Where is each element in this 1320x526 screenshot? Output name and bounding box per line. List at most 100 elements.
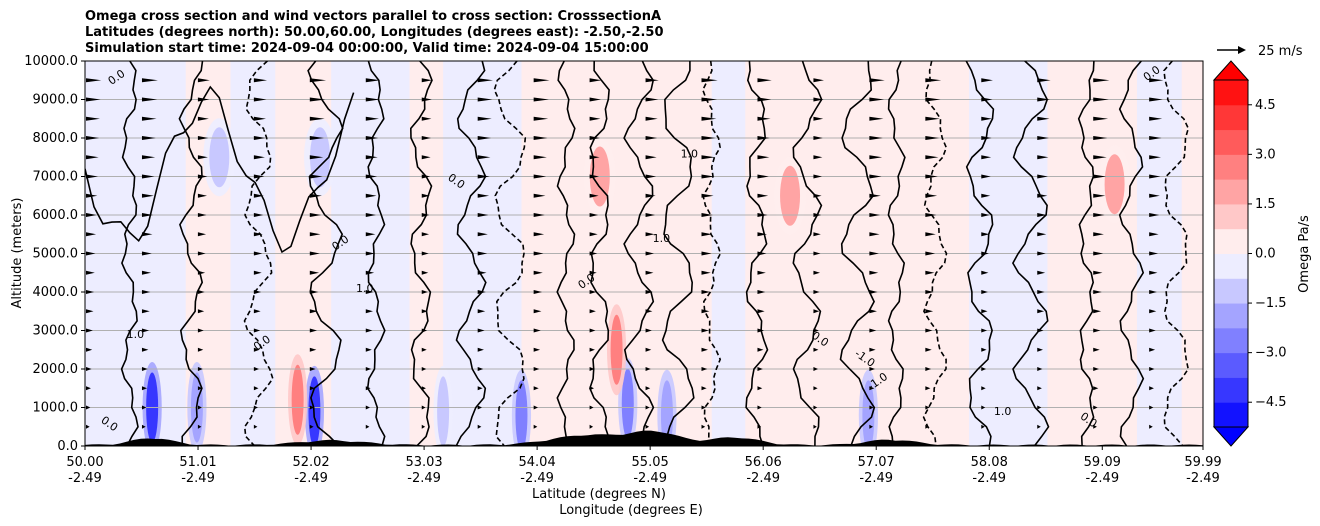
colorbar-tick-label: 4.5: [1255, 98, 1276, 113]
wind-vector: [477, 270, 487, 275]
wind-vector: [1149, 136, 1162, 140]
terrain: [85, 430, 1203, 446]
wind-vector: [1149, 232, 1159, 237]
wind-vector: [421, 367, 427, 371]
wind-vector: [253, 213, 264, 217]
colorbar-tick-label: −4.5: [1255, 395, 1287, 410]
wind-vector: [253, 174, 265, 179]
x-tick-label-lon: -2.49: [1186, 471, 1220, 486]
wind-vector: [813, 155, 823, 160]
wind-vector: [981, 174, 991, 179]
wind-vector: [477, 78, 493, 83]
wind-vector: [925, 193, 938, 198]
wind-vector: [1149, 290, 1157, 294]
wind-vector: [86, 367, 92, 371]
wind-vector: [1149, 386, 1154, 391]
wind-vector: [1149, 78, 1164, 83]
colorbar-segment: [1214, 179, 1248, 205]
wind-vector: [645, 328, 652, 333]
wind-vector: [253, 97, 267, 102]
wind-vector: [253, 155, 265, 160]
omega-feature: [610, 314, 623, 385]
x-tick-label-lat: 59.09: [1084, 455, 1121, 470]
wind-vector: [1149, 251, 1159, 256]
wind-vector: [589, 270, 597, 275]
contour-line: [85, 85, 355, 254]
wind-vector: [925, 347, 932, 352]
contour-label: 1.0: [994, 405, 1012, 418]
wind-vector: [533, 97, 549, 102]
contour-label: 1.0: [653, 232, 671, 245]
wind-vector: [701, 251, 712, 256]
wind-vector: [365, 290, 374, 294]
wind-vector: [365, 155, 378, 160]
wind-vector: [757, 251, 767, 256]
wind-vector: [869, 328, 877, 333]
wind-vector: [365, 174, 378, 179]
omega-feature: [515, 380, 528, 446]
wind-vector: [365, 97, 380, 102]
wind-vector: [1037, 116, 1050, 121]
wind-vector: [1093, 136, 1108, 140]
wind-vector: [1037, 213, 1047, 217]
wind-vector: [645, 136, 658, 140]
wind-vector: [197, 174, 208, 179]
wind-vector: [701, 116, 717, 121]
wind-vector: [869, 136, 883, 140]
wind-vector: [981, 270, 989, 275]
wind-vector: [533, 251, 544, 256]
wind-vector: [421, 136, 431, 140]
wind-vector: [197, 270, 206, 275]
wind-vector: [981, 424, 985, 429]
wind-vector: [589, 290, 597, 294]
wind-vector: [757, 232, 767, 237]
wind-vector: [365, 405, 370, 410]
wind-vector: [533, 386, 539, 391]
wind-vector: [421, 309, 428, 314]
wind-vector: [533, 328, 541, 333]
wind-vector: [309, 386, 315, 391]
y-tick-label: 10000.0: [24, 54, 78, 69]
x-tick-label-lat: 58.08: [971, 455, 1008, 470]
wind-vector: [533, 290, 543, 294]
x-tick-label-lon: -2.49: [68, 471, 102, 486]
wind-vector: [701, 328, 709, 333]
wind-vector: [533, 174, 547, 179]
wind-vector: [869, 213, 881, 217]
wind-vector: [365, 347, 372, 352]
wind-vector: [141, 136, 156, 140]
wind-vector: [365, 193, 377, 198]
wind-vector: [589, 347, 595, 352]
wind-vector: [309, 174, 323, 179]
wind-vector: [1149, 367, 1155, 371]
contour-line: [1163, 61, 1190, 446]
wind-vector: [141, 386, 147, 391]
x-tick-label-lon: -2.49: [1085, 471, 1119, 486]
omega-feature: [621, 368, 634, 439]
wind-vector: [589, 367, 595, 371]
wind-vector: [757, 193, 769, 198]
wind-vector: [589, 97, 601, 102]
wind-vector: [813, 290, 820, 294]
wind-vector: [309, 367, 316, 371]
wind-vector: [1093, 155, 1107, 160]
wind-vector: [197, 232, 207, 237]
wind-vector: [1037, 328, 1044, 333]
wind-vector: [253, 116, 266, 121]
wind-vector: [421, 328, 428, 333]
colorbar-extend-min: [1212, 426, 1250, 447]
wind-vector: [197, 290, 205, 294]
omega-feature: [209, 127, 230, 188]
wind-vector: [869, 232, 880, 237]
wind-vector: [701, 424, 706, 429]
wind-vector: [253, 193, 264, 198]
wind-vector: [813, 97, 824, 102]
colorbar-segment: [1214, 80, 1248, 106]
title-line-3: Simulation start time: 2024-09-04 00:00:…: [85, 41, 649, 56]
wind-vector: [757, 97, 772, 102]
wind-vector: [757, 78, 772, 83]
wind-vector: [86, 174, 99, 179]
wind-vector: [477, 213, 489, 217]
plot-area: 0.01.00.00.01.00.00.01.00.0-1.01.0 0.00.0…: [85, 61, 1203, 446]
